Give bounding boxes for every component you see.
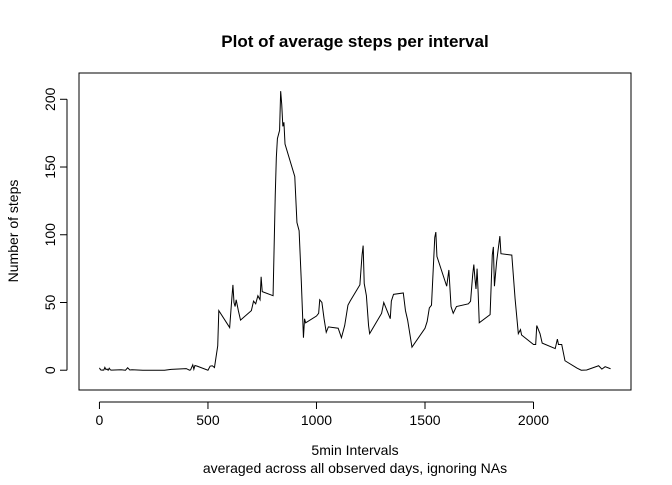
x-tick-label: 2000 — [518, 412, 549, 428]
y-tick-label: 50 — [42, 294, 58, 310]
data-line — [99, 91, 611, 372]
chart-title: Plot of average steps per interval — [221, 32, 488, 51]
x-axis-label: 5min Intervals — [311, 442, 398, 458]
x-tick-label: 1000 — [301, 412, 332, 428]
y-axis-label: Number of steps — [5, 180, 21, 283]
y-tick-label: 150 — [42, 155, 58, 179]
y-tick-label: 200 — [42, 87, 58, 111]
x-tick-label: 1500 — [409, 412, 440, 428]
x-tick-label: 0 — [96, 412, 104, 428]
y-tick-label: 0 — [42, 366, 58, 374]
plot-box — [78, 72, 632, 391]
x-tick-label: 500 — [196, 412, 220, 428]
x-axis-subtitle: averaged across all observed days, ignor… — [203, 460, 507, 476]
y-tick-label: 100 — [42, 223, 58, 247]
